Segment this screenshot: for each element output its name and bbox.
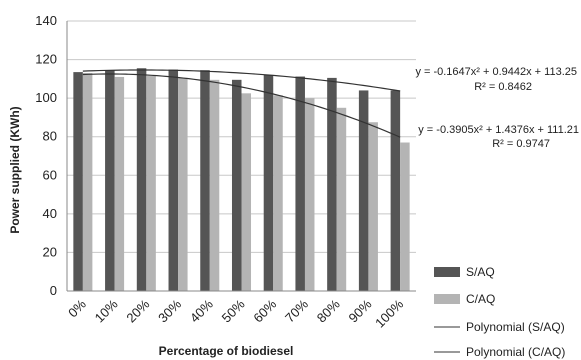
bar-s-aq-70pct [295,76,305,292]
bar-c-aq-40pct [209,79,220,291]
legend-swatch-s-aq [434,267,460,277]
x-tick-label: 20% [123,296,152,325]
bar-s-aq-80pct [327,77,337,292]
y-tick-label: 80 [43,129,57,144]
bar-s-aq-10pct [105,70,115,291]
trendline-s-aq [82,69,401,92]
bar-s-aq-90pct [358,90,369,291]
y-tick-label: 60 [43,167,57,182]
x-tick-label: 30% [155,296,184,325]
y-tick-label: 140 [35,13,57,28]
legend-swatch-c-aq [434,294,460,304]
legend: S/AQ C/AQ Polynomial (S/AQ) Polynomial (… [434,265,565,359]
y-tick-label: 100 [35,90,57,105]
x-tick-label: 60% [250,296,279,325]
x-tick-label: 10% [92,296,121,325]
x-tick-label: 90% [346,296,375,325]
bar-c-aq-90pct [368,122,378,291]
bar-s-aq-30pct [168,69,179,291]
axes [66,21,416,292]
x-tick-label: 50% [219,296,248,325]
bar-s-aq-100pct [390,90,401,291]
x-tick-label: 40% [187,296,216,325]
bar-c-aq-70pct [304,98,315,292]
bar-s-aq-0pct [73,72,83,291]
bar-c-aq-30pct [178,77,188,292]
legend-label-polynomial-c-aq: Polynomial (C/AQ) [466,345,565,359]
y-tick-label: 0 [50,283,57,298]
bars [73,68,410,292]
bar-c-aq-100pct [400,142,410,291]
trend-r2-s-aq: R² = 0.8462 [474,81,532,93]
bar-s-aq-40pct [200,70,210,291]
trendlines [82,69,401,138]
bar-c-aq-60pct [273,95,283,291]
trend-r2-c-aq: R² = 0.9747 [492,138,550,150]
bar-c-aq-0pct [82,73,93,291]
x-axis-label: Percentage of biodiesel [159,344,294,358]
x-tick-label: 100% [372,296,406,330]
y-tick-label: 120 [35,52,57,67]
y-axis-label: Power supplied (KWh) [8,106,22,233]
bar-s-aq-50pct [231,79,242,291]
legend-label-c-aq: C/AQ [466,292,495,306]
x-tick-label: 0% [65,296,89,320]
trend-equation-s-aq: y = -0.1647x² + 0.9442x + 113.25 [415,66,577,78]
bar-c-aq-20pct [146,75,156,291]
trend-equation-c-aq: y = -0.3905x² + 1.4376x + 111.21 [418,124,579,136]
y-tick-label: 20 [43,244,57,259]
bar-s-aq-60pct [263,75,274,291]
legend-label-s-aq: S/AQ [466,265,495,279]
bar-c-aq-50pct [241,93,252,291]
x-tick-label: 70% [282,296,311,325]
bar-c-aq-10pct [114,76,125,291]
bar-s-aq-20pct [136,68,147,291]
bar-c-aq-80pct [336,107,347,292]
y-tick-labels: 0 20 40 60 80 100 120 140 [35,13,57,298]
legend-label-polynomial-s-aq: Polynomial (S/AQ) [466,320,565,334]
trendline-c-aq [82,73,401,138]
x-tick-labels: 0% 10% 20% 30% 40% 50% 60% 70% 80% 90%100% [65,296,406,330]
x-tick-label: 80% [314,296,343,325]
y-tick-label: 40 [43,206,57,221]
